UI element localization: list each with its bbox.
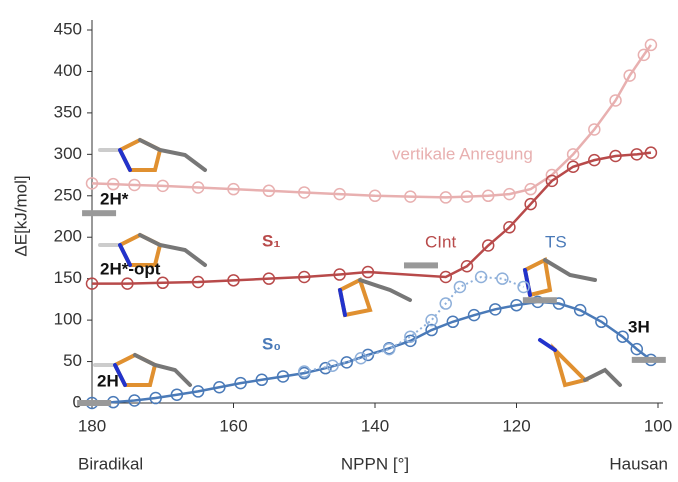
x-tick-label: 100 [644, 416, 672, 435]
y-tick-label: 50 [63, 351, 82, 370]
x-end-label: Hausan [609, 454, 668, 473]
series-label: S₁ [262, 231, 280, 250]
x-end-label: Biradikal [78, 454, 143, 473]
energy-level [77, 400, 111, 406]
data-point [454, 281, 465, 292]
series-label: vertikale Anregung [392, 144, 533, 163]
molecule-icons [95, 140, 620, 385]
series-line [92, 153, 651, 284]
energy-level [404, 262, 438, 268]
series-line [92, 302, 651, 403]
series-line [92, 45, 651, 198]
y-tick-label: 450 [54, 19, 82, 38]
data-point [497, 273, 508, 284]
level-label: 2H [97, 371, 119, 390]
level-label: 3H [628, 317, 650, 336]
y-tick-label: 250 [54, 185, 82, 204]
series-label: S₀ [262, 334, 281, 353]
y-axis-label: ΔE[kJ/mol] [11, 175, 30, 256]
y-tick-label: 100 [54, 310, 82, 329]
y-tick-label: 350 [54, 102, 82, 121]
level-label: TS [545, 232, 567, 251]
x-tick-label: 120 [502, 416, 530, 435]
y-tick-label: 200 [54, 227, 82, 246]
x-tick-label: 160 [219, 416, 247, 435]
series-line [304, 277, 523, 371]
y-tick-label: 400 [54, 61, 82, 80]
x-tick-label: 140 [361, 416, 389, 435]
x-axis-label: NPPN [°] [341, 454, 409, 473]
x-tick-label: 180 [78, 416, 106, 435]
y-tick-label: 300 [54, 144, 82, 163]
level-label: CInt [425, 232, 456, 251]
energy-level [523, 297, 557, 303]
chart: ΔE[kJ/mol] NPPN [°] Biradikal Hausan 2H*… [0, 0, 678, 477]
energy-level [82, 210, 116, 216]
y-tick-label: 150 [54, 268, 82, 287]
annotation: 2H*-opt [100, 259, 161, 278]
energy-level [632, 357, 666, 363]
level-label: 2H* [100, 189, 129, 208]
